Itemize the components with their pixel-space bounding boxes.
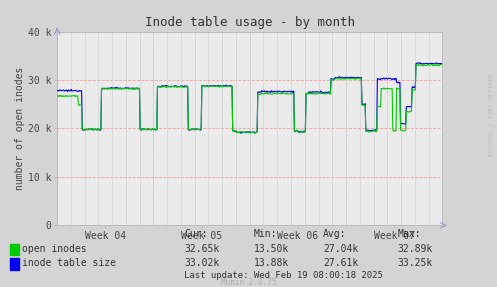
Text: 32.89k: 32.89k	[398, 244, 433, 254]
Text: Max:: Max:	[398, 229, 421, 239]
Text: 27.04k: 27.04k	[323, 244, 358, 254]
Text: Last update: Wed Feb 19 08:00:18 2025: Last update: Wed Feb 19 08:00:18 2025	[184, 271, 383, 280]
Title: Inode table usage - by month: Inode table usage - by month	[145, 16, 355, 29]
Text: 33.02k: 33.02k	[184, 258, 219, 268]
Text: Munin 2.0.75: Munin 2.0.75	[221, 278, 276, 287]
Text: Avg:: Avg:	[323, 229, 346, 239]
Text: inode table size: inode table size	[22, 258, 116, 268]
Text: RRDTOOL / TOBI OETIKER: RRDTOOL / TOBI OETIKER	[489, 73, 494, 156]
Text: 27.61k: 27.61k	[323, 258, 358, 268]
Text: 33.25k: 33.25k	[398, 258, 433, 268]
Y-axis label: number of open inodes: number of open inodes	[15, 67, 25, 190]
Text: 13.50k: 13.50k	[253, 244, 289, 254]
Text: 13.88k: 13.88k	[253, 258, 289, 268]
Text: 32.65k: 32.65k	[184, 244, 219, 254]
Text: Cur:: Cur:	[184, 229, 207, 239]
Text: Min:: Min:	[253, 229, 277, 239]
Text: open inodes: open inodes	[22, 244, 87, 254]
